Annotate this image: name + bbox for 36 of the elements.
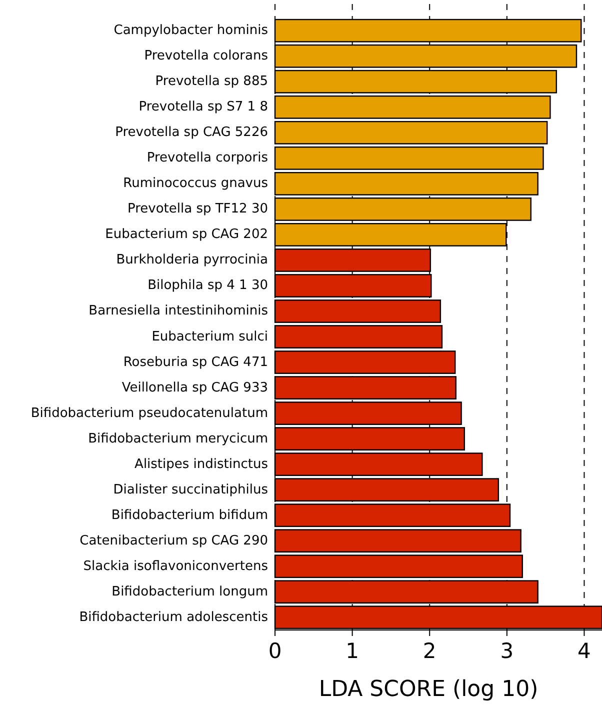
- x-axis-title: LDA SCORE (log 10): [318, 677, 538, 702]
- y-tick-label: Slackia isoflavoniconvertens: [83, 558, 268, 574]
- y-tick-label: Dialister succinatiphilus: [113, 482, 268, 498]
- x-tick-label: 3: [500, 639, 514, 663]
- x-tick-label: 0: [268, 639, 282, 663]
- y-tick-label: Prevotella corporis: [146, 150, 268, 166]
- y-tick-label: Prevotella sp 885: [155, 74, 268, 90]
- bar: [274, 325, 443, 348]
- bar: [274, 120, 548, 144]
- y-tick-label: Prevotella sp CAG 5226: [115, 125, 268, 140]
- y-tick-label: Eubacterium sulci: [152, 329, 268, 344]
- y-tick-label: Prevotella colorans: [144, 48, 268, 64]
- y-tick-label: Prevotella sp TF12 30: [127, 202, 268, 217]
- x-tick-label: 4: [578, 639, 591, 663]
- y-tick-label: Bifidobacterium bifidum: [111, 508, 268, 523]
- y-tick-label: Veillonella sp CAG 933: [122, 380, 268, 396]
- y-tick-label: Bilophila sp 4 1 30: [148, 278, 268, 294]
- y-tick-label: Burkholderia pyrrocinia: [116, 252, 268, 268]
- x-tick-label: 2: [422, 639, 436, 663]
- y-tick-label: Bifidobacterium merycicum: [88, 431, 268, 446]
- y-tick-label: Roseburia sp CAG 471: [123, 354, 268, 370]
- x-tick-label: 1: [346, 639, 359, 663]
- bar: [274, 350, 456, 374]
- y-tick-label: Ruminococcus gnavus: [123, 176, 268, 192]
- y-tick-label: Prevotella sp S7 1 8: [138, 100, 268, 115]
- y-tick-label: Campylobacter hominis: [114, 23, 268, 38]
- y-tick-label: Eubacterium sp CAG 202: [105, 227, 268, 242]
- y-tick-label: Alistipes indistinctus: [134, 456, 268, 472]
- y-tick-label: Bifidobacterium longum: [112, 584, 268, 600]
- y-tick-label: Barnesiella intestinihominis: [88, 304, 268, 319]
- y-tick-label: Bifidobacterium pseudocatenulatum: [30, 406, 268, 421]
- y-tick-label: Bifidobacterium adolescentis: [79, 610, 268, 625]
- bar: [274, 554, 523, 578]
- bar: [274, 529, 522, 553]
- bar: [274, 146, 544, 170]
- y-tick-label: Catenibacterium sp CAG 290: [80, 533, 268, 548]
